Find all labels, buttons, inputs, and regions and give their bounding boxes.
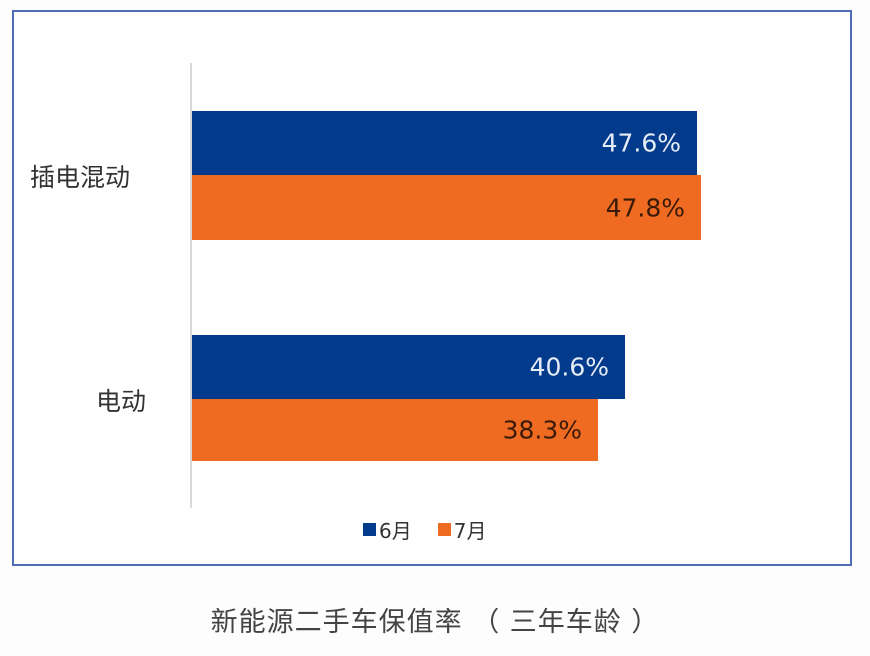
chart-frame bbox=[12, 10, 852, 566]
bar-value-label: 40.6% bbox=[529, 352, 609, 382]
legend-label: 6月 bbox=[379, 519, 412, 543]
legend-item-june: 6月 bbox=[363, 515, 412, 544]
bar-ev-june: 40.6% bbox=[192, 335, 625, 399]
legend-swatch-blue-icon bbox=[363, 523, 376, 536]
bar-value-label: 38.3% bbox=[502, 415, 582, 445]
category-label-ev: 电动 bbox=[96, 387, 147, 416]
bar-value-label: 47.8% bbox=[605, 193, 685, 222]
category-axis-line bbox=[190, 63, 192, 508]
category-label-phev: 插电混动 bbox=[30, 163, 131, 192]
legend-label: 7月 bbox=[453, 519, 487, 543]
chart-caption: 新能源二手车保值率 （ 三年车龄 ） bbox=[210, 607, 660, 638]
bar-phev-june: 47.6% bbox=[192, 111, 697, 175]
bar-value-label: 47.6% bbox=[601, 128, 681, 158]
chart-legend: 6月 7月 bbox=[363, 515, 486, 544]
legend-swatch-orange-icon bbox=[437, 523, 451, 536]
legend-item-july: 7月 bbox=[437, 515, 487, 544]
bar-phev-july: 47.8% bbox=[192, 175, 701, 240]
bar-ev-july: 38.3% bbox=[192, 399, 598, 461]
